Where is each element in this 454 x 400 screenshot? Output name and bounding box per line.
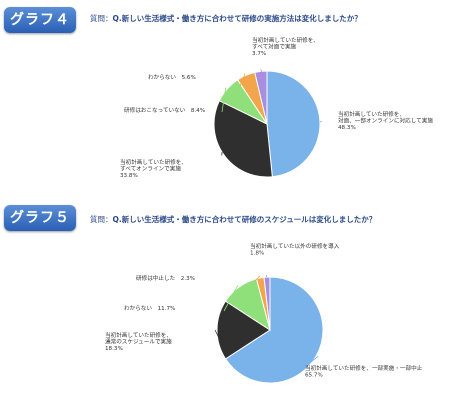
leader-line: [239, 73, 246, 87]
slice-label: 研修はおこなっていない 8.4%: [124, 106, 205, 114]
slice-label: わからない 5.6%: [148, 74, 196, 81]
slice-label: 当初計画していた研修を、すべて対面で実施 3.7%: [252, 36, 319, 57]
question-prefix: 質問：: [90, 14, 113, 23]
pie-slice: [254, 70, 268, 125]
slice-label: 当初計画していた研修を、通常のスケジュールで実施 18.3%: [105, 331, 172, 352]
graph-4-question: 質問：Q.新しい生活様式・働き方に合わせて研修の実施方法は変化しましたか？: [90, 13, 362, 24]
graph-4-tab: グラフ４: [4, 7, 76, 33]
leader-line: [265, 274, 268, 278]
graph-5-tab: グラフ５: [4, 205, 76, 231]
graph-4-pie-chart: 当初計画していた研修を、対面、一部オンラインに対応して実施 48.3% 当初計画して…: [120, 36, 433, 179]
leader-line: [305, 355, 319, 367]
pie-slice: [263, 276, 271, 331]
leader-line: [221, 87, 227, 113]
graph-5-question: 質問：Q.新しい生活様式・働き方に合わせて研修のスケジュールは変化しましたか？: [90, 214, 376, 225]
leader-line: [223, 285, 239, 312]
pie-slice: [224, 276, 324, 384]
slice-label: 当初計画していた研修を、一部実施・一部中止 65.7%: [305, 364, 423, 379]
pie-slice: [266, 70, 321, 178]
graph-5-pie-chart: 当初計画していた研修を、一部実施・一部中止 65.7% 当初計画していた研修を、通常…: [105, 242, 423, 384]
slice-label: 研修は中止した 2.3%: [136, 274, 195, 282]
slice-label: わからない 11.7%: [124, 305, 175, 312]
pie-slice: [216, 300, 271, 360]
slice-label: 当初計画していた研修を、すべてオンラインで実施 33.8%: [120, 158, 187, 179]
leader-line: [254, 275, 261, 282]
question-prefix: 質問：: [90, 215, 113, 224]
leader-line: [214, 329, 220, 339]
slice-label: 当初計画していた研修を、対面、一部オンラインに対応して実施 48.3%: [338, 110, 433, 131]
leader-line: [260, 69, 263, 73]
question-text: Q.新しい生活様式・働き方に合わせて研修のスケジュールは変化しましたか？: [112, 215, 377, 224]
question-text: Q.新しい生活様式・働き方に合わせて研修の実施方法は変化しましたか？: [112, 14, 362, 23]
slice-label: 当初計画していた以外の研修を導入 1.8%: [250, 242, 340, 257]
leader-line: [319, 120, 323, 123]
